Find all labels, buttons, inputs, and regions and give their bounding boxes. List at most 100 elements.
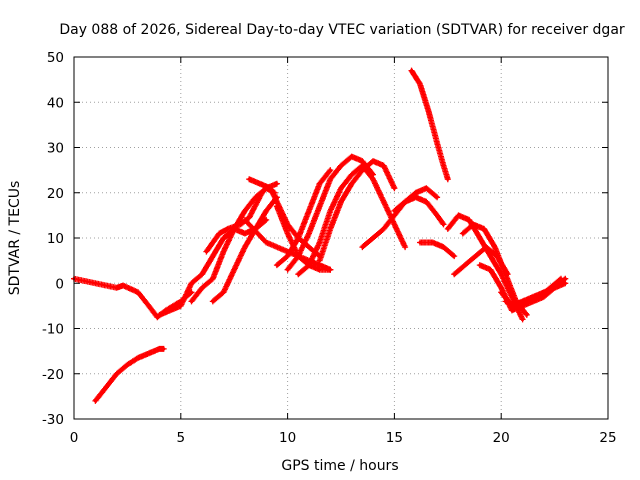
data-point [296, 236, 300, 240]
data-point [239, 222, 243, 227]
data-point [243, 209, 247, 213]
data-point [473, 254, 478, 258]
y-tick-label: -30 [42, 412, 64, 428]
data-point [258, 182, 262, 186]
data-point [484, 245, 488, 249]
data-point [548, 286, 552, 290]
series-markers [71, 275, 195, 321]
data-point [286, 231, 290, 236]
data-point [211, 299, 215, 303]
data-point [392, 186, 396, 190]
series-markers [417, 239, 458, 260]
chart-title: Day 088 of 2026, Sidereal Day-to-day VTE… [59, 22, 625, 38]
x-ticks: 0 5 10 15 20 25 [70, 57, 617, 446]
data-point [211, 277, 215, 281]
data-point [211, 254, 215, 258]
x-tick-label: 25 [599, 430, 616, 446]
y-tick-label: 40 [47, 95, 64, 111]
data-point [93, 281, 97, 285]
data-point [493, 245, 497, 249]
data-point [488, 254, 493, 258]
data-point [424, 186, 429, 190]
data-series [408, 67, 451, 183]
data-point [499, 286, 503, 290]
data-point [307, 245, 311, 249]
data-point [350, 173, 354, 177]
x-tick-label: 10 [279, 430, 296, 446]
data-series [459, 221, 530, 318]
data-point [260, 191, 264, 195]
x-axis-label: GPS time / hours [281, 458, 398, 474]
grid-lines [74, 57, 608, 419]
data-point [296, 254, 300, 258]
data-point [525, 313, 529, 317]
data-point [318, 259, 322, 263]
data-point [121, 283, 125, 288]
data-point [307, 209, 311, 213]
data-point [204, 249, 209, 254]
data-points [71, 67, 569, 404]
data-point [115, 286, 119, 290]
data-point [441, 222, 446, 227]
data-point [275, 204, 279, 208]
x-tick-label: 5 [177, 430, 186, 446]
data-point [426, 109, 431, 113]
data-point [424, 200, 429, 204]
data-point [446, 227, 450, 231]
data-point [563, 277, 567, 281]
data-point [275, 263, 279, 267]
data-point [328, 209, 332, 213]
data-point [189, 290, 194, 294]
data-point [318, 263, 322, 267]
data-point [247, 216, 251, 220]
data-point [503, 299, 508, 303]
data-point [403, 245, 407, 249]
data-point [115, 372, 119, 376]
data-point [286, 268, 290, 272]
y-tick-label: 30 [47, 141, 64, 157]
data-point [538, 295, 542, 299]
data-point [264, 209, 268, 213]
data-point [452, 272, 456, 276]
data-point [371, 177, 375, 181]
data-point [441, 164, 446, 168]
data-point [520, 317, 525, 322]
data-point [264, 218, 268, 222]
data-point [221, 236, 226, 240]
data-point [318, 268, 322, 272]
data-point [371, 173, 375, 177]
data-point [456, 213, 461, 217]
data-point [93, 399, 97, 403]
data-point [392, 213, 396, 217]
data-point [157, 313, 162, 317]
data-point [168, 308, 172, 312]
data-point [382, 200, 386, 204]
data-point [200, 272, 204, 276]
x-tick-label: 20 [493, 430, 510, 446]
data-point [147, 351, 151, 355]
data-point [431, 240, 435, 245]
data-point [559, 277, 563, 281]
data-point [232, 268, 236, 272]
data-point [414, 191, 418, 195]
x-tick-label: 0 [70, 430, 79, 446]
y-tick-label: 0 [55, 276, 64, 292]
series-markers [92, 345, 167, 404]
data-point [221, 249, 226, 254]
data-point [446, 177, 450, 181]
data-point [328, 227, 332, 231]
data-point [499, 290, 503, 294]
data-point [307, 263, 311, 267]
data-point [471, 222, 476, 227]
data-point [435, 213, 439, 217]
data-point [318, 204, 322, 208]
data-point [179, 304, 183, 308]
data-point [247, 177, 251, 181]
y-axis-label: SDTVAR / TECUs [7, 181, 23, 296]
y-tick-label: 10 [47, 231, 64, 247]
data-point [217, 231, 221, 236]
data-point [435, 141, 439, 145]
data-point [286, 254, 290, 258]
y-tick-label: -10 [42, 322, 64, 338]
data-point [136, 290, 140, 294]
